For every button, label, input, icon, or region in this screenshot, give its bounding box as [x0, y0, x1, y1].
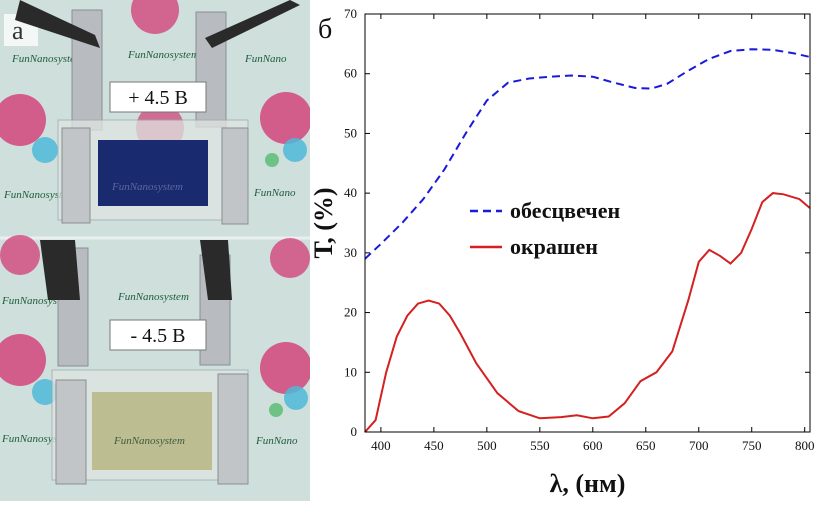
- bubble-green: [269, 403, 283, 417]
- brand-watermark: FunNanosystem: [113, 435, 185, 447]
- voltage-label-box: [109, 81, 207, 113]
- bubble-green: [265, 153, 279, 167]
- legend-label-обесцвечен: обесцвечен: [510, 198, 620, 223]
- y-tick-label: 50: [344, 125, 357, 140]
- brand-watermark: FunNano: [253, 187, 296, 199]
- brand-watermark: FunNanosystem: [127, 49, 199, 61]
- x-axis-label: λ, (нм): [550, 469, 626, 498]
- bottom-device: FunNanosystem - 4.5 В: [40, 240, 249, 485]
- x-tick-label: 600: [583, 438, 603, 453]
- series-line-обесцвечен: [364, 48, 811, 260]
- brand-watermark: FunNano: [255, 435, 298, 447]
- axes: 400 450 500 550 600 650 700 750 800 0 10 20 30 40 50 60…: [344, 6, 814, 453]
- transmittance-chart: б 400 450 500 550 600 650 700 750 800 0 10 20 30 40 50…: [309, 6, 814, 498]
- brand-watermark: FunNanosystem: [3, 189, 75, 201]
- y-tick-label: 20: [344, 305, 357, 320]
- y-axis-label: Т, (%): [310, 187, 338, 258]
- x-tick-label: 750: [742, 438, 762, 453]
- x-tick-label: 650: [636, 438, 656, 453]
- bubble-pink: [131, 0, 179, 34]
- electrochromic-device-photo: FunNanosystem FunNanosystem FunNano FunN…: [0, 0, 312, 501]
- electrode-strip: [55, 379, 87, 485]
- x-tick-label: 400: [371, 438, 391, 453]
- brand-watermark: FunNanosystem: [111, 181, 183, 193]
- device-photo-panel: FunNanosystem FunNanosystem FunNano FunN…: [0, 0, 312, 501]
- x-tick-label: 550: [530, 438, 550, 453]
- colored-film: [98, 140, 208, 206]
- alligator-clip: [15, 0, 100, 48]
- bubble-pink: [270, 238, 310, 278]
- x-tick-label: 450: [424, 438, 444, 453]
- top-device: FunNanosystem + 4.5 В: [15, 0, 300, 225]
- x-tick-label: 800: [795, 438, 815, 453]
- bottom-voltage-label: - 4.5 В: [131, 325, 186, 347]
- series-line-окрашен: [364, 192, 811, 433]
- electrode-strip: [221, 127, 249, 225]
- bleached-film: [92, 392, 212, 470]
- y-tick-label: 40: [344, 185, 357, 200]
- chart-panel-label: б: [318, 14, 332, 45]
- bubble-pink: [260, 342, 312, 394]
- y-tick-label: 30: [344, 245, 357, 260]
- y-tick-label: 0: [351, 424, 358, 439]
- alligator-clip: [200, 240, 232, 300]
- top-voltage-label: + 4.5 В: [128, 87, 188, 109]
- electrode-strip: [61, 127, 91, 224]
- series-layer: [364, 48, 811, 433]
- bubble-pink: [0, 235, 40, 275]
- brand-watermark: FunNanosystem: [11, 53, 83, 65]
- x-tick-label: 500: [477, 438, 497, 453]
- bubble-pink: [0, 334, 46, 386]
- bubble-cyan: [283, 138, 307, 162]
- voltage-label-box: [109, 319, 207, 351]
- brand-watermark: FunNano: [244, 53, 287, 65]
- y-tick-label: 60: [344, 66, 357, 81]
- y-tick-label: 10: [344, 364, 357, 379]
- brand-watermark: FunNanosystem: [117, 291, 189, 303]
- y-tick-label: 70: [344, 6, 357, 21]
- legend-label-окрашен: окрашен: [510, 234, 598, 259]
- bubble-pink: [0, 94, 46, 146]
- bubble-pink: [260, 92, 312, 144]
- electrode-strip: [217, 373, 249, 485]
- plot-frame: [364, 13, 811, 433]
- x-tick-label: 700: [689, 438, 709, 453]
- alligator-clip: [40, 240, 80, 300]
- bubble-cyan: [284, 386, 308, 410]
- alligator-clip: [205, 0, 300, 48]
- bubble-cyan: [32, 137, 58, 163]
- legend: обесцвечен окрашен: [470, 198, 620, 259]
- photo-panel-label: а: [12, 16, 24, 45]
- transmittance-chart-panel: б 400 450 500 550 600 650 700 750 800 0 10 20 30 40 50…: [309, 0, 816, 501]
